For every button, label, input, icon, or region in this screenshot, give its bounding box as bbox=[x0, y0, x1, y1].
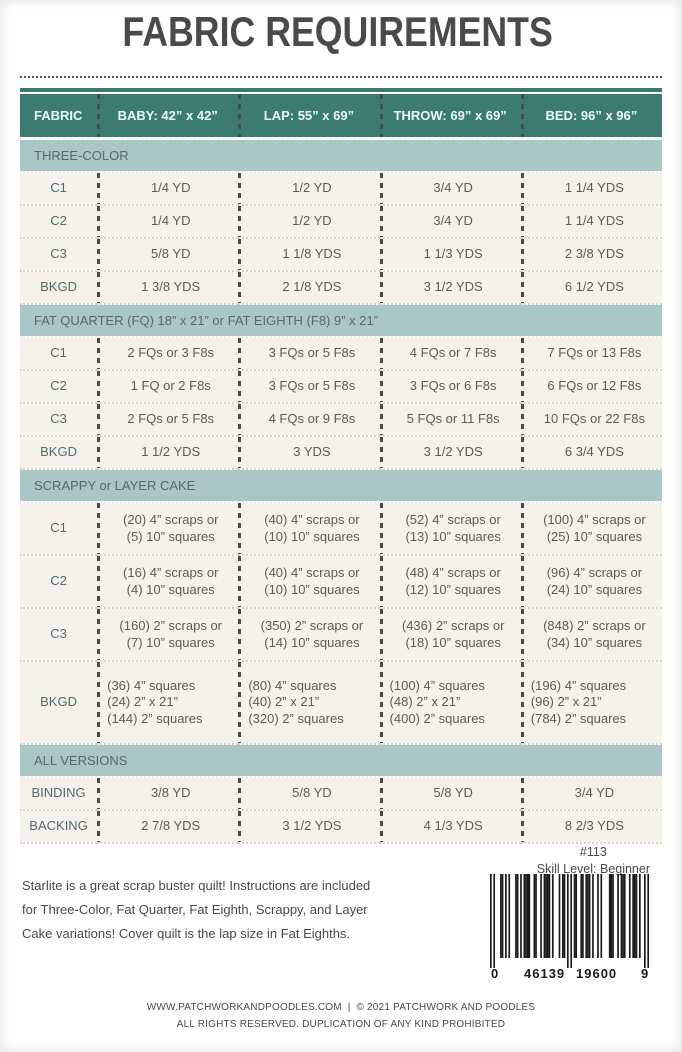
svg-text:0: 0 bbox=[491, 966, 498, 981]
svg-text:19600: 19600 bbox=[576, 966, 617, 981]
svg-text:46139: 46139 bbox=[524, 966, 565, 981]
svg-text:9: 9 bbox=[641, 966, 648, 981]
